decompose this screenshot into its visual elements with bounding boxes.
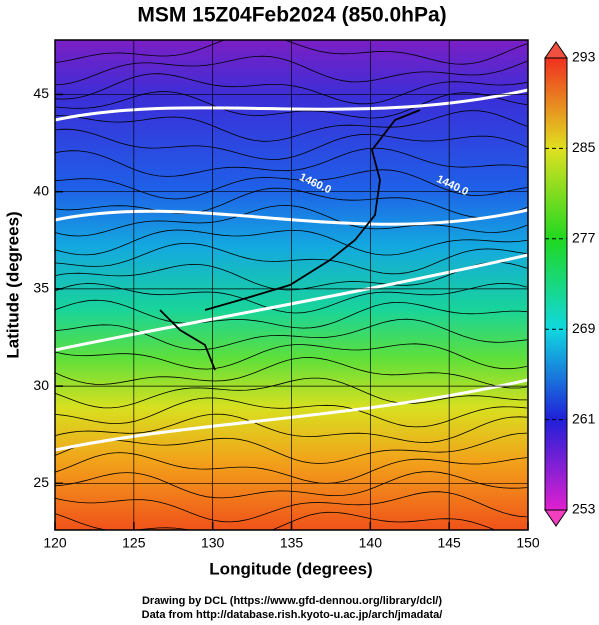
colorbar [544, 57, 568, 511]
colorbar-tick-label: 293 [572, 49, 596, 65]
y-tick-label: 25 [33, 474, 49, 490]
contour-line [55, 378, 528, 452]
footer-line: Data from http://database.rish.kyoto-u.a… [142, 609, 443, 621]
x-tick-label: 145 [437, 535, 461, 551]
contour-line [55, 88, 528, 122]
x-tick-label: 140 [359, 535, 383, 551]
colorbar-tick-label: 253 [572, 501, 596, 517]
colorbar-tick-label: 285 [572, 139, 596, 155]
y-tick-label: 35 [33, 280, 49, 296]
colorbar-tick-label: 261 [572, 410, 596, 426]
contour-line [55, 253, 528, 352]
colorbar-tick-label: 277 [572, 230, 596, 246]
plot-frame [54, 39, 529, 531]
y-tick-label: 30 [33, 377, 49, 393]
coastline [159, 109, 421, 371]
y-tick-label: 40 [33, 182, 49, 198]
title: MSM 15Z04Feb2024 (850.0hPa) [137, 4, 446, 27]
footer-line: Drawing by DCL (https://www.gfd-dennou.o… [142, 595, 442, 607]
y-tick-label: 45 [33, 85, 49, 101]
streamline [55, 511, 497, 530]
x-tick-label: 120 [43, 535, 67, 551]
x-tick-label: 125 [122, 535, 146, 551]
contour-line [55, 208, 528, 226]
colorbar-min-arrow [544, 509, 568, 527]
colorbar-tick-label: 269 [572, 320, 596, 336]
x-tick-label: 150 [516, 535, 540, 551]
colorbar-max-arrow [544, 41, 568, 59]
x-axis-label: Longitude (degrees) [209, 559, 372, 578]
x-tick-label: 135 [280, 535, 304, 551]
y-axis-label: Latitude (degrees) [3, 211, 22, 358]
x-tick-label: 130 [201, 535, 225, 551]
